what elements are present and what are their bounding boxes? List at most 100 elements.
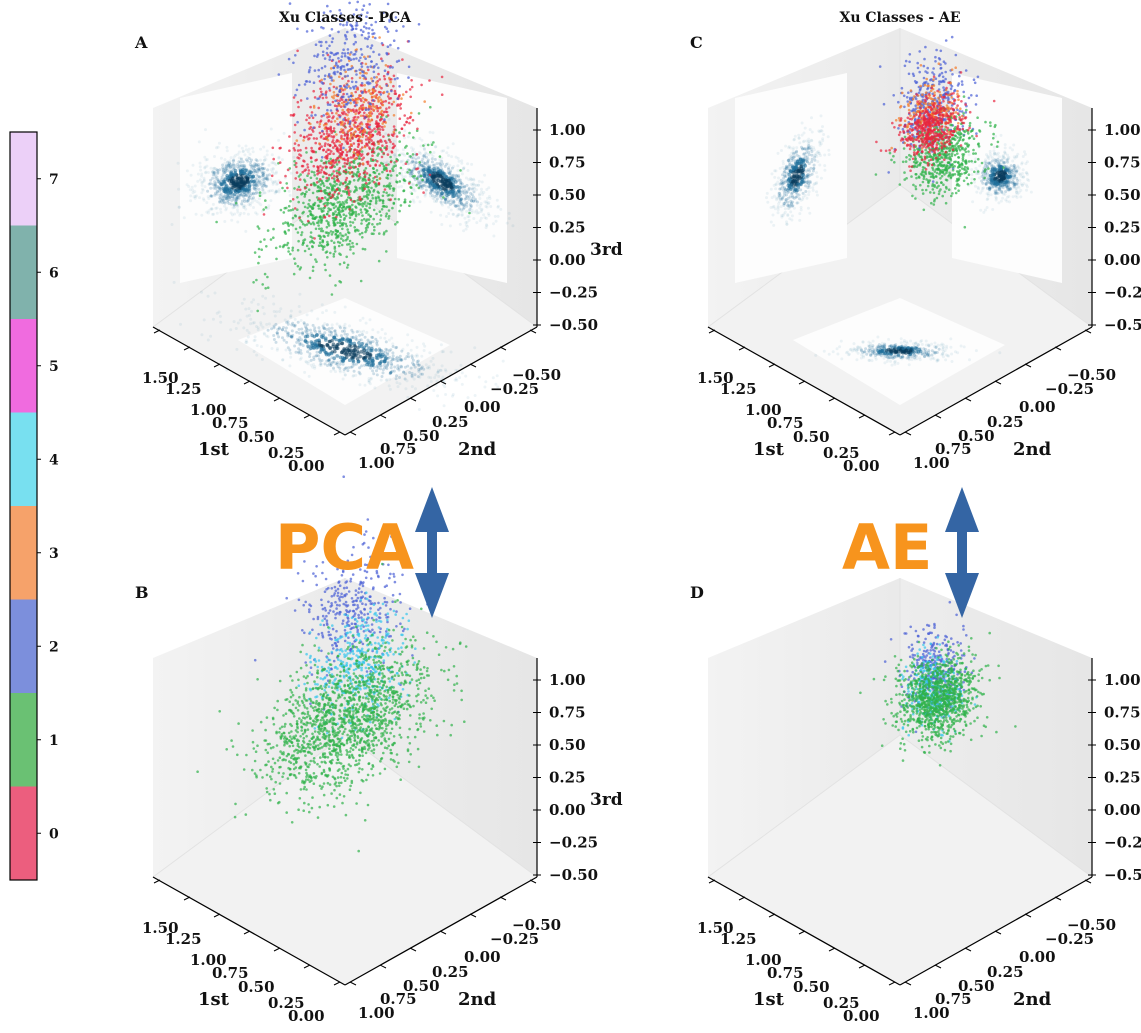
scatter-point <box>292 96 296 99</box>
density-point <box>444 393 448 396</box>
density-point <box>462 229 466 233</box>
scatter-point <box>317 168 320 171</box>
scatter-point <box>325 51 329 55</box>
scatter-point <box>291 216 295 220</box>
density-point <box>241 150 245 154</box>
scatter-point <box>392 74 396 78</box>
density-point <box>293 323 297 327</box>
density-point <box>262 312 266 316</box>
density-point <box>455 214 459 218</box>
density-point <box>368 382 372 386</box>
density-point <box>297 331 301 335</box>
density-point <box>404 387 408 391</box>
density-point <box>233 164 237 168</box>
scatter-point <box>374 201 378 205</box>
density-point <box>275 190 279 194</box>
scatter-point <box>383 205 386 208</box>
density-point <box>229 211 233 215</box>
scatter-point <box>408 131 411 135</box>
density-point <box>374 337 378 341</box>
density-point <box>226 198 230 202</box>
density-point <box>237 156 241 160</box>
z-tick-label: 0.00 <box>549 251 586 269</box>
scatter-point <box>341 150 345 154</box>
density-point <box>447 154 451 157</box>
scatter-point <box>329 166 332 169</box>
density-point <box>222 200 226 204</box>
density-point <box>429 185 433 189</box>
density-point <box>236 194 240 198</box>
density-point <box>254 177 258 180</box>
scatter-point <box>352 200 356 203</box>
scatter-point <box>356 171 359 174</box>
density-point <box>284 326 288 330</box>
density-point <box>395 374 398 378</box>
density-point <box>232 155 236 159</box>
scatter-point <box>368 114 372 117</box>
density-point <box>238 318 242 322</box>
scatter-point <box>415 183 418 187</box>
density-point <box>273 180 277 184</box>
density-point <box>374 348 378 352</box>
scatter-point <box>399 622 402 625</box>
scatter-point <box>353 134 357 138</box>
scatter-point <box>370 186 373 190</box>
density-point <box>460 382 464 386</box>
density-point <box>211 167 215 171</box>
scatter-point <box>363 111 366 115</box>
scatter-point <box>310 673 314 676</box>
density-point <box>432 168 437 173</box>
density-point <box>244 229 248 233</box>
density-point <box>478 197 482 200</box>
density-point <box>394 357 398 361</box>
density-point <box>227 164 231 167</box>
scatter-point <box>365 113 369 117</box>
scatter-point <box>419 174 423 178</box>
scatter-point <box>351 241 354 245</box>
density-point <box>340 355 345 360</box>
density-point <box>246 176 250 180</box>
scatter-point <box>323 196 327 199</box>
x-tick <box>303 414 311 419</box>
scatter-point <box>367 108 370 111</box>
density-point <box>342 347 346 351</box>
scatter-point <box>321 229 325 233</box>
density-point <box>255 159 259 163</box>
scatter-point <box>384 636 387 639</box>
scatter-point <box>335 112 338 115</box>
scatter-point <box>296 264 300 268</box>
scatter-point <box>356 101 359 104</box>
scatter-point <box>327 633 331 637</box>
scatter-point <box>371 628 374 632</box>
scatter-point <box>407 40 411 43</box>
scatter-point <box>338 151 342 155</box>
density-point <box>210 207 214 211</box>
scatter-point <box>323 204 327 208</box>
density-point <box>426 384 430 388</box>
scatter-point <box>321 93 325 96</box>
density-point <box>266 178 270 182</box>
scatter-point <box>333 585 337 589</box>
scatter-point <box>378 78 382 81</box>
density-point <box>236 162 240 166</box>
density-point <box>410 385 414 389</box>
scatter-point <box>360 122 364 126</box>
scatter-point <box>312 241 316 245</box>
density-point <box>351 330 355 334</box>
scatter-point <box>411 175 415 178</box>
scatter-point <box>309 183 313 187</box>
scatter-point <box>325 660 329 664</box>
density-point <box>370 348 374 353</box>
scatter-point <box>367 35 371 38</box>
density-point <box>270 189 274 193</box>
colorbar-segment <box>10 132 37 226</box>
density-point <box>309 328 312 332</box>
density-point <box>379 378 383 382</box>
scatter-point <box>407 182 411 185</box>
density-point <box>261 162 265 166</box>
density-point <box>369 377 373 381</box>
scatter-point <box>392 201 396 205</box>
scatter-point <box>339 66 342 69</box>
scatter-point <box>335 107 339 111</box>
density-point <box>287 331 291 335</box>
